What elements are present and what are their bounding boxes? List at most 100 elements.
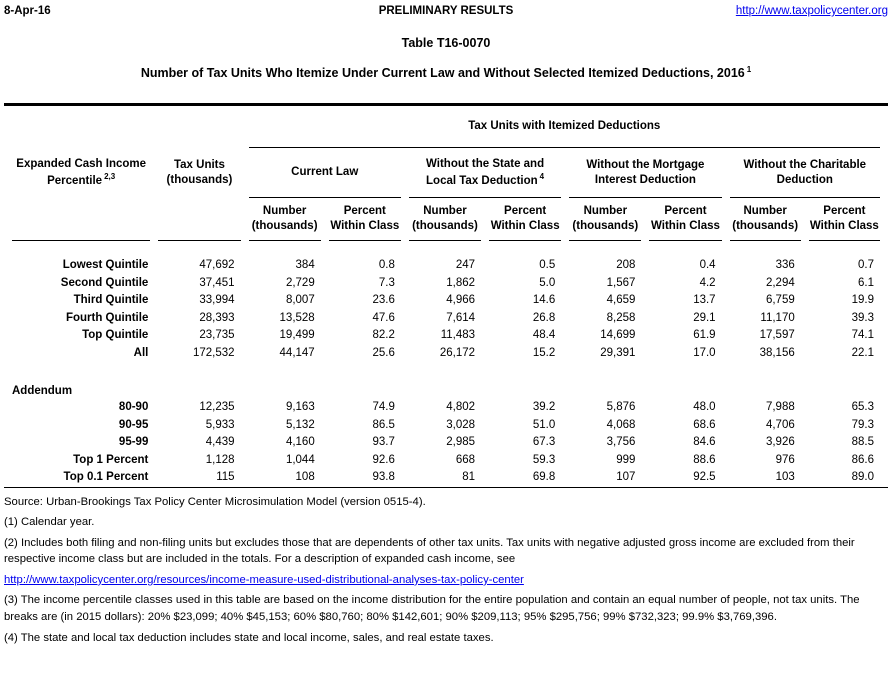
table-cell: 61.9 [693, 329, 716, 342]
table-cell: 384 [295, 259, 315, 272]
table-cell: 47.6 [372, 311, 395, 324]
row-label: 95-99 [118, 436, 149, 449]
table-cell: 38,156 [759, 346, 795, 359]
table-cell: 7,988 [765, 401, 795, 414]
table-cell: 0.5 [539, 259, 556, 272]
addendum-label: Addendum [12, 385, 73, 398]
group-header-line: Interest Deduction [594, 173, 696, 186]
spacer-row [12, 241, 880, 257]
group-header-line: Deduction [776, 173, 833, 186]
stub-header-line1: Expanded Cash Income [16, 158, 147, 171]
table-cell: 5,933 [205, 418, 235, 431]
table-row: Top Quintile 23,735 19,499 82.2 11,483 48.4 14… [12, 327, 880, 345]
footnotes: Source: Urban-Brookings Tax Policy Cente… [4, 494, 888, 647]
table-cell: 976 [775, 453, 795, 466]
table-cell: 1,862 [446, 276, 476, 289]
subcol-line1: Number [423, 205, 467, 218]
footnote-2-link-line: http://www.taxpolicycenter.org/resources… [4, 572, 888, 589]
group-header-line: Without the Mortgage [586, 158, 705, 171]
table-cell: 8,258 [606, 311, 636, 324]
table-cell: 74.9 [372, 401, 395, 414]
subcol-header-percent: Percent Within Class [489, 198, 562, 242]
table-cell: 59.3 [532, 453, 556, 466]
tax-units-header-line1: Tax Units [173, 159, 225, 172]
table-cell: 11,170 [760, 311, 795, 324]
taxpolicycenter-link[interactable]: http://www.taxpolicycenter.org [735, 5, 888, 17]
table-row: Top 1 Percent 1,128 1,044 92.6 668 59.3 999 88.… [12, 452, 880, 470]
table-cell: 7.3 [378, 276, 395, 289]
table-cell: 81 [462, 471, 476, 484]
table-cell: 4,068 [606, 418, 636, 431]
table-cell: 33,994 [199, 294, 235, 307]
subcol-header-number: Number (thousands) [729, 198, 801, 242]
subcol-line2: (thousands) [251, 220, 318, 233]
table-header: Expanded Cash Income Percentile 2,3 Tax U… [12, 106, 880, 242]
row-label: Top 0.1 Percent [63, 471, 149, 484]
subcol-line1: Percent [823, 205, 866, 218]
table-cell: 668 [455, 453, 476, 466]
subcol-line1: Percent [664, 205, 707, 218]
table-cell: 51.0 [532, 418, 556, 431]
table-cell: 14,699 [600, 329, 636, 342]
table-cell: 5,132 [285, 418, 315, 431]
table-top-rule [4, 103, 888, 107]
table-cell: 208 [616, 259, 636, 272]
table-cell: 48.0 [693, 401, 716, 414]
table-cell: 103 [775, 471, 795, 484]
table-cell: 14.6 [532, 294, 556, 307]
table-cell: 89.0 [851, 471, 874, 484]
table-cell: 19.9 [851, 294, 874, 307]
subcol-line1: Percent [504, 205, 547, 218]
itemized-deductions-span-header: Tax Units with Itemized Deductions [248, 106, 880, 149]
table-cell: 2,294 [765, 276, 795, 289]
table-cell: 26.8 [532, 311, 556, 324]
group-header-line: Without the Charitable [743, 158, 867, 171]
subcol-header-number: Number (thousands) [248, 198, 321, 242]
subcol-line2: (thousands) [412, 220, 478, 233]
table-cell: 4,706 [765, 418, 795, 431]
table-cell: 82.2 [372, 329, 395, 342]
table-row: 80-90 12,235 9,163 74.9 4,802 39.2 5,876 48.0 7,… [12, 399, 880, 417]
table-row: Fourth Quintile 28,393 13,528 47.6 7,614 26.8… [12, 310, 880, 328]
subcol-line2: Within Class [809, 220, 879, 233]
row-label: Fourth Quintile [65, 311, 149, 324]
table-cell: 115 [216, 471, 235, 484]
table-row: 90-95 5,933 5,132 86.5 3,028 51.0 4,068 68.6 4,7… [12, 417, 880, 435]
table-row: All 172,532 44,147 25.6 26,172 15.2 29,391 17.0… [12, 345, 880, 363]
table-cell: 6,759 [765, 294, 795, 307]
group-header-line: Without the State and [426, 157, 545, 170]
table-cell: 6.1 [858, 276, 874, 289]
subcol-line1: Percent [343, 205, 386, 218]
footnote-4: (4) The state and local tax deduction in… [4, 631, 494, 644]
addendum-label-row: Addendum [12, 383, 880, 399]
table-cell: 336 [775, 259, 795, 272]
stub-header-line2-text: Percentile [47, 175, 103, 188]
spacer-row [12, 362, 880, 383]
table-cell: 86.5 [372, 418, 395, 431]
row-label: 80-90 [118, 401, 149, 414]
table-cell: 172,532 [192, 346, 235, 359]
table-cell: 8,007 [285, 294, 315, 307]
row-label: All [133, 346, 149, 359]
table-cell: 3,926 [765, 436, 795, 449]
table-cell: 86.6 [851, 453, 874, 466]
table-cell: 4,659 [606, 294, 636, 307]
income-measure-link[interactable]: http://www.taxpolicycenter.org/resources… [4, 573, 524, 586]
table-cell: 44,147 [279, 346, 315, 359]
table-cell: 0.8 [378, 259, 395, 272]
table-cell: 92.5 [693, 471, 716, 484]
stub-header-line2: Percentile 2,3 [12, 172, 150, 189]
table-cell: 23.6 [372, 294, 395, 307]
table-cell: 9,163 [285, 401, 315, 414]
group-header-without-salt: Without the State and Local Tax Deductio… [408, 148, 562, 199]
table-cell: 4.2 [699, 276, 716, 289]
group-header-line: Local Tax Deduction 4 [409, 172, 561, 189]
table-cell: 88.5 [851, 436, 874, 449]
table-cell: 13,528 [279, 311, 315, 324]
table-cell: 47,692 [199, 259, 235, 272]
table-cell: 92.6 [372, 453, 395, 466]
itemized-deductions-table: Expanded Cash Income Percentile 2,3 Tax U… [4, 106, 888, 487]
table-cell: 999 [616, 453, 636, 466]
salt-footnote-ref: 4 [539, 171, 545, 181]
footnote-1: (1) Calendar year. [4, 516, 95, 529]
